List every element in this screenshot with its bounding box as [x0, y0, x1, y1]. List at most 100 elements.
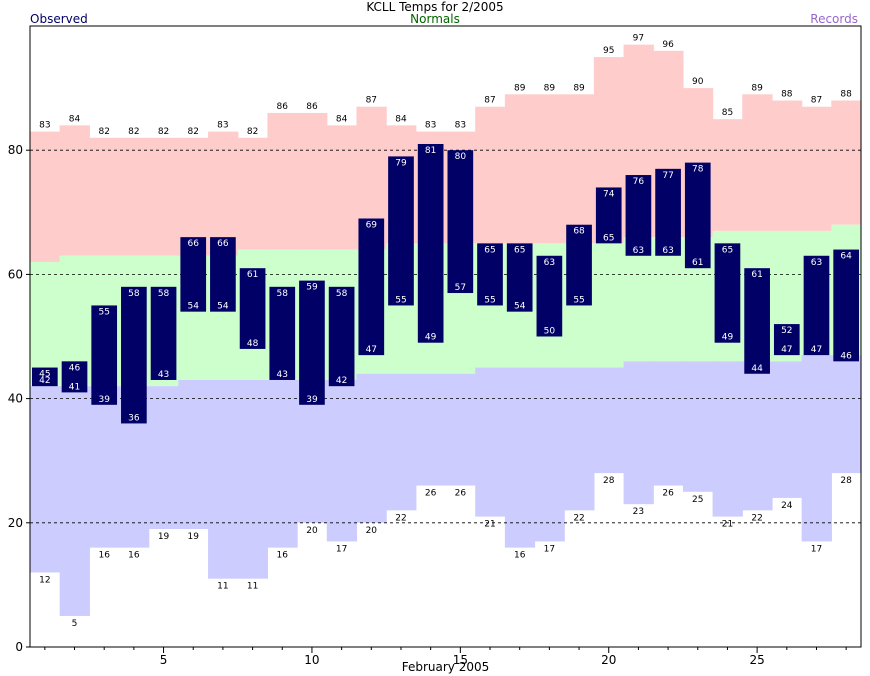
observed-bar	[299, 280, 325, 405]
observed-bar	[803, 255, 830, 356]
record-low-label: 22	[751, 513, 762, 523]
observed-low-label: 44	[751, 364, 763, 374]
record-low-band	[30, 386, 61, 573]
observed-bar	[328, 286, 355, 387]
record-low-label: 11	[217, 582, 228, 592]
observed-bar	[61, 361, 88, 393]
observed-bar	[536, 255, 563, 337]
observed-high-label: 46	[69, 363, 81, 373]
observed-high-label: 58	[277, 289, 289, 299]
record-low-label: 16	[277, 551, 289, 561]
observed-legend-label: Observed	[30, 12, 88, 26]
observed-bar	[180, 237, 207, 312]
x-tick-label: 10	[304, 653, 319, 667]
observed-low-label: 42	[336, 376, 347, 386]
record-high-label: 87	[484, 96, 495, 106]
record-high-band	[564, 94, 595, 244]
observed-bar	[714, 243, 741, 343]
record-high-band	[89, 137, 120, 256]
record-high-band	[326, 125, 358, 250]
record-low-band	[682, 361, 714, 492]
observed-bar	[447, 150, 474, 294]
observed-bar	[833, 249, 859, 362]
x-tick-label: 5	[160, 653, 168, 667]
observed-low-label: 55	[573, 295, 584, 305]
observed-high-label: 76	[633, 177, 645, 187]
record-high-label: 84	[395, 114, 407, 124]
record-low-label: 21	[722, 520, 733, 530]
observed-bar	[210, 237, 236, 312]
record-high-label: 89	[751, 83, 763, 93]
normal-band	[30, 261, 61, 387]
record-high-band	[475, 106, 506, 244]
observed-low-label: 55	[395, 295, 406, 305]
observed-high-label: 77	[662, 171, 673, 181]
observed-high-label: 61	[247, 270, 258, 280]
record-low-band	[415, 373, 447, 486]
record-low-label: 28	[840, 476, 852, 486]
record-low-band	[148, 386, 179, 530]
record-low-band	[771, 361, 803, 498]
record-low-label: 17	[336, 544, 347, 554]
y-tick-label: 80	[8, 143, 23, 157]
observed-low-label: 47	[811, 345, 822, 355]
observed-bar	[417, 143, 444, 343]
observed-high-label: 66	[188, 239, 200, 249]
observed-bar	[595, 187, 622, 244]
observed-low-label: 57	[455, 283, 466, 293]
record-high-label: 89	[544, 83, 556, 93]
record-high-label: 89	[573, 83, 585, 93]
record-low-label: 25	[692, 495, 703, 505]
observed-high-label: 55	[98, 307, 109, 317]
record-high-band	[237, 137, 269, 250]
record-high-band	[771, 100, 803, 231]
y-tick-label: 0	[15, 640, 23, 654]
record-low-label: 17	[544, 544, 555, 554]
record-high-label: 82	[98, 127, 109, 137]
normal-band	[593, 243, 625, 368]
record-low-label: 16	[128, 551, 140, 561]
observed-bar	[566, 224, 592, 306]
observed-low-label: 55	[484, 295, 495, 305]
record-low-band	[326, 379, 358, 542]
record-high-band	[267, 112, 298, 250]
observed-high-label: 78	[692, 165, 704, 175]
record-high-label: 88	[781, 90, 793, 100]
y-tick-label: 60	[8, 267, 23, 281]
record-high-label: 87	[811, 96, 822, 106]
record-low-band	[356, 373, 387, 523]
y-tick-label: 40	[8, 392, 23, 406]
record-low-label: 23	[633, 507, 644, 517]
record-low-band	[475, 367, 506, 517]
record-high-label: 83	[217, 121, 228, 131]
observed-low-label: 54	[514, 302, 526, 312]
record-low-label: 16	[98, 551, 110, 561]
record-low-band	[534, 367, 565, 542]
record-low-label: 19	[158, 532, 170, 542]
observed-high-label: 81	[425, 146, 436, 156]
observed-low-label: 63	[662, 246, 673, 256]
observed-low-label: 49	[425, 333, 437, 343]
observed-high-label: 66	[217, 239, 229, 249]
record-low-label: 22	[395, 513, 406, 523]
record-high-band	[178, 137, 209, 256]
record-high-label: 90	[692, 77, 704, 87]
record-low-label: 20	[306, 526, 318, 536]
record-high-label: 82	[247, 127, 258, 137]
record-high-label: 84	[336, 114, 348, 124]
observed-bar	[358, 218, 385, 356]
observed-high-label: 65	[722, 245, 733, 255]
observed-high-label: 74	[603, 189, 615, 199]
observed-bar	[625, 175, 652, 256]
record-high-band	[148, 137, 179, 256]
observed-high-label: 58	[158, 289, 170, 299]
observed-high-label: 79	[395, 158, 407, 168]
observed-bar	[684, 162, 711, 269]
observed-bar	[477, 243, 503, 306]
observed-low-label: 49	[722, 333, 734, 343]
observed-high-label: 59	[306, 283, 318, 293]
observed-low-label: 54	[188, 302, 200, 312]
record-low-label: 17	[811, 544, 822, 554]
record-high-label: 86	[277, 102, 289, 112]
observed-low-label: 65	[603, 233, 614, 243]
